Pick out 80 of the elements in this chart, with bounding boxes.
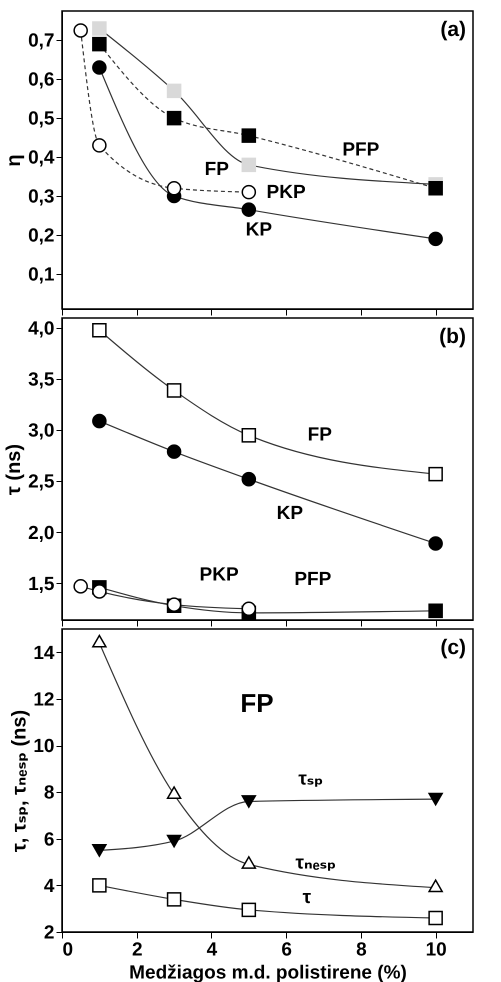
y-tick-label: 6 [44,829,54,850]
y-tick-label: 4,0 [28,318,54,340]
point [428,604,443,618]
y-tick-label: 0,3 [28,186,54,208]
point [92,414,107,428]
point [92,138,107,153]
chart-title: (b) [439,325,466,348]
y-tick-label: 0,2 [28,225,54,246]
point [92,634,107,648]
y-tick-label: 0,6 [28,70,54,91]
point [242,202,256,217]
series-label: PFP [294,568,332,590]
point [166,834,182,848]
y-tick-label: 0,4 [28,148,55,169]
x-tick-label: 8 [356,940,367,960]
point [428,536,443,551]
y-tick-label: 1,5 [28,574,55,595]
point [242,184,256,200]
point [242,472,256,486]
x-tick-label: 10 [426,940,447,960]
point [92,844,107,857]
y-tick-label: 2,5 [28,472,55,493]
series-label: τₛₚ [298,768,324,790]
y-tick-label: 0,1 [28,264,55,286]
y-axis-title: τ, τₛₚ, τₙₑₛₚ (ns) [8,710,30,852]
y-tick-label: 3,0 [28,420,54,442]
point [242,128,256,143]
point [92,36,107,52]
point [428,232,443,246]
x-tick-label: 0 [62,940,74,960]
series-label: KP [276,503,304,524]
point [73,579,88,594]
series-label: τₙₑₛₚ [296,852,336,874]
x-tick-label: 6 [281,940,292,960]
point [92,60,107,75]
series-label: PKP [266,182,306,204]
point [166,110,182,126]
point [428,180,443,196]
series-label: FP [308,424,332,446]
series-label: τ [302,886,312,908]
point [242,902,256,918]
y-tick-label: 14 [33,642,55,664]
annotation: FP [240,688,274,718]
y-tick-label: 10 [33,736,54,758]
y-axis-title: τ (ns) [3,444,26,496]
series-label: FP [204,158,230,180]
series-label: KP [246,220,272,241]
series-label: PKP [200,564,239,586]
point [166,444,182,459]
point [428,910,443,926]
point [242,158,256,172]
point [92,322,107,338]
point [166,84,182,98]
point [166,786,182,799]
x-tick-label: 4 [206,940,218,960]
point [166,383,182,398]
y-tick-label: 4 [44,876,55,897]
point [92,21,107,36]
y-tick-label: 2,0 [28,522,54,544]
point [428,466,443,482]
y-tick-label: 3,5 [28,370,55,391]
y-tick-label: 8 [44,782,54,804]
y-tick-label: 0,7 [28,30,54,52]
point [242,795,256,808]
point [166,892,182,907]
point [73,23,88,38]
y-tick-label: 2 [44,922,54,944]
point [92,584,107,599]
point [242,602,256,616]
point [242,428,256,443]
series-label: PFP [342,140,380,161]
y-tick-label: 12 [33,689,54,710]
point [166,180,182,196]
chart-title: (c) [440,636,466,659]
point [92,878,107,893]
chart-title: (a) [440,18,466,41]
x-tick-label: 2 [132,940,143,960]
point [428,792,443,806]
y-tick-label: 0,5 [28,108,55,130]
y-axis-title: η [3,154,26,167]
